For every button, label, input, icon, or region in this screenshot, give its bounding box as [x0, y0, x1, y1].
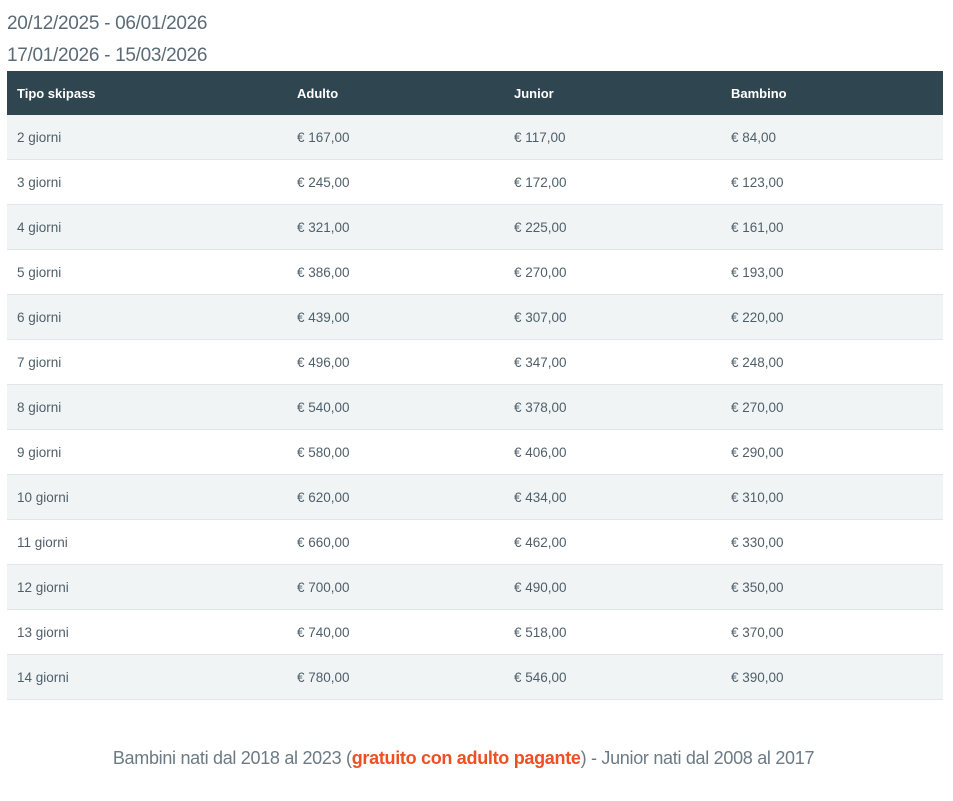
cell-bambino: € 290,00 [721, 429, 943, 475]
cell-tipo: 3 giorni [7, 159, 287, 205]
cell-junior: € 434,00 [504, 474, 721, 520]
cell-bambino: € 161,00 [721, 204, 943, 250]
cell-adulto: € 386,00 [287, 249, 504, 295]
cell-junior: € 406,00 [504, 429, 721, 475]
cell-tipo: 13 giorni [7, 609, 287, 655]
note-highlight: gratuito con adulto pagante [351, 748, 581, 768]
cell-bambino: € 330,00 [721, 519, 943, 565]
table-row: 5 giorni € 386,00 € 270,00 € 193,00 [7, 249, 943, 295]
header-tipo: Tipo skipass [7, 71, 287, 115]
cell-junior: € 462,00 [504, 519, 721, 565]
cell-tipo: 4 giorni [7, 204, 287, 250]
cell-tipo: 5 giorni [7, 249, 287, 295]
cell-bambino: € 123,00 [721, 159, 943, 205]
cell-tipo: 7 giorni [7, 339, 287, 385]
cell-junior: € 307,00 [504, 294, 721, 340]
header-bambino: Bambino [721, 71, 943, 115]
note-before: Bambini nati dal 2018 al 2023 ( [112, 748, 352, 768]
cell-tipo: 14 giorni [7, 654, 287, 700]
cell-tipo: 6 giorni [7, 294, 287, 340]
cell-adulto: € 245,00 [287, 159, 504, 205]
cell-adulto: € 167,00 [287, 115, 504, 160]
cell-tipo: 9 giorni [7, 429, 287, 475]
cell-adulto: € 740,00 [287, 609, 504, 655]
cell-adulto: € 580,00 [287, 429, 504, 475]
cell-junior: € 172,00 [504, 159, 721, 205]
table-row: 12 giorni € 700,00 € 490,00 € 350,00 [7, 564, 943, 610]
cell-tipo: 12 giorni [7, 564, 287, 610]
cell-bambino: € 310,00 [721, 474, 943, 520]
table-row: 2 giorni € 167,00 € 117,00 € 84,00 [7, 115, 943, 160]
cell-adulto: € 620,00 [287, 474, 504, 520]
cell-tipo: 11 giorni [7, 519, 287, 565]
table-row: 14 giorni € 780,00 € 546,00 € 390,00 [7, 654, 943, 700]
cell-bambino: € 193,00 [721, 249, 943, 295]
table-row: 3 giorni € 245,00 € 172,00 € 123,00 [7, 159, 943, 205]
cell-adulto: € 496,00 [287, 339, 504, 385]
cell-tipo: 10 giorni [7, 474, 287, 520]
cell-adulto: € 780,00 [287, 654, 504, 700]
table-row: 6 giorni € 439,00 € 307,00 € 220,00 [7, 294, 943, 340]
cell-adulto: € 700,00 [287, 564, 504, 610]
table-row: 10 giorni € 620,00 € 434,00 € 310,00 [7, 474, 943, 520]
cell-bambino: € 220,00 [721, 294, 943, 340]
cell-junior: € 518,00 [504, 609, 721, 655]
cell-tipo: 2 giorni [7, 115, 287, 160]
table-row: 9 giorni € 580,00 € 406,00 € 290,00 [7, 429, 943, 475]
header-junior: Junior [504, 71, 721, 115]
cell-tipo: 8 giorni [7, 384, 287, 430]
cell-adulto: € 439,00 [287, 294, 504, 340]
cell-adulto: € 660,00 [287, 519, 504, 565]
cell-junior: € 546,00 [504, 654, 721, 700]
table-row: 11 giorni € 660,00 € 462,00 € 330,00 [7, 519, 943, 565]
table-row: 13 giorni € 740,00 € 518,00 € 370,00 [7, 609, 943, 655]
age-note: Bambini nati dal 2018 al 2023 (gratuito … [0, 748, 927, 769]
cell-junior: € 490,00 [504, 564, 721, 610]
cell-bambino: € 350,00 [721, 564, 943, 610]
table-header: Tipo skipass Adulto Junior Bambino [7, 71, 943, 115]
cell-bambino: € 370,00 [721, 609, 943, 655]
table-row: 7 giorni € 496,00 € 347,00 € 248,00 [7, 339, 943, 385]
cell-junior: € 378,00 [504, 384, 721, 430]
cell-junior: € 347,00 [504, 339, 721, 385]
cell-adulto: € 321,00 [287, 204, 504, 250]
cell-bambino: € 84,00 [721, 115, 943, 160]
header-adulto: Adulto [287, 71, 504, 115]
table-row: 8 giorni € 540,00 € 378,00 € 270,00 [7, 384, 943, 430]
cell-bambino: € 270,00 [721, 384, 943, 430]
period-2: 17/01/2026 - 15/03/2026 [7, 45, 208, 66]
cell-bambino: € 390,00 [721, 654, 943, 700]
cell-junior: € 270,00 [504, 249, 721, 295]
cell-junior: € 117,00 [504, 115, 721, 160]
cell-adulto: € 540,00 [287, 384, 504, 430]
period-1: 20/12/2025 - 06/01/2026 [7, 13, 208, 34]
note-after: ) - Junior nati dal 2008 al 2017 [580, 748, 815, 768]
price-table: Tipo skipass Adulto Junior Bambino 2 gio… [7, 71, 943, 700]
table-row: 4 giorni € 321,00 € 225,00 € 161,00 [7, 204, 943, 250]
cell-junior: € 225,00 [504, 204, 721, 250]
cell-bambino: € 248,00 [721, 339, 943, 385]
